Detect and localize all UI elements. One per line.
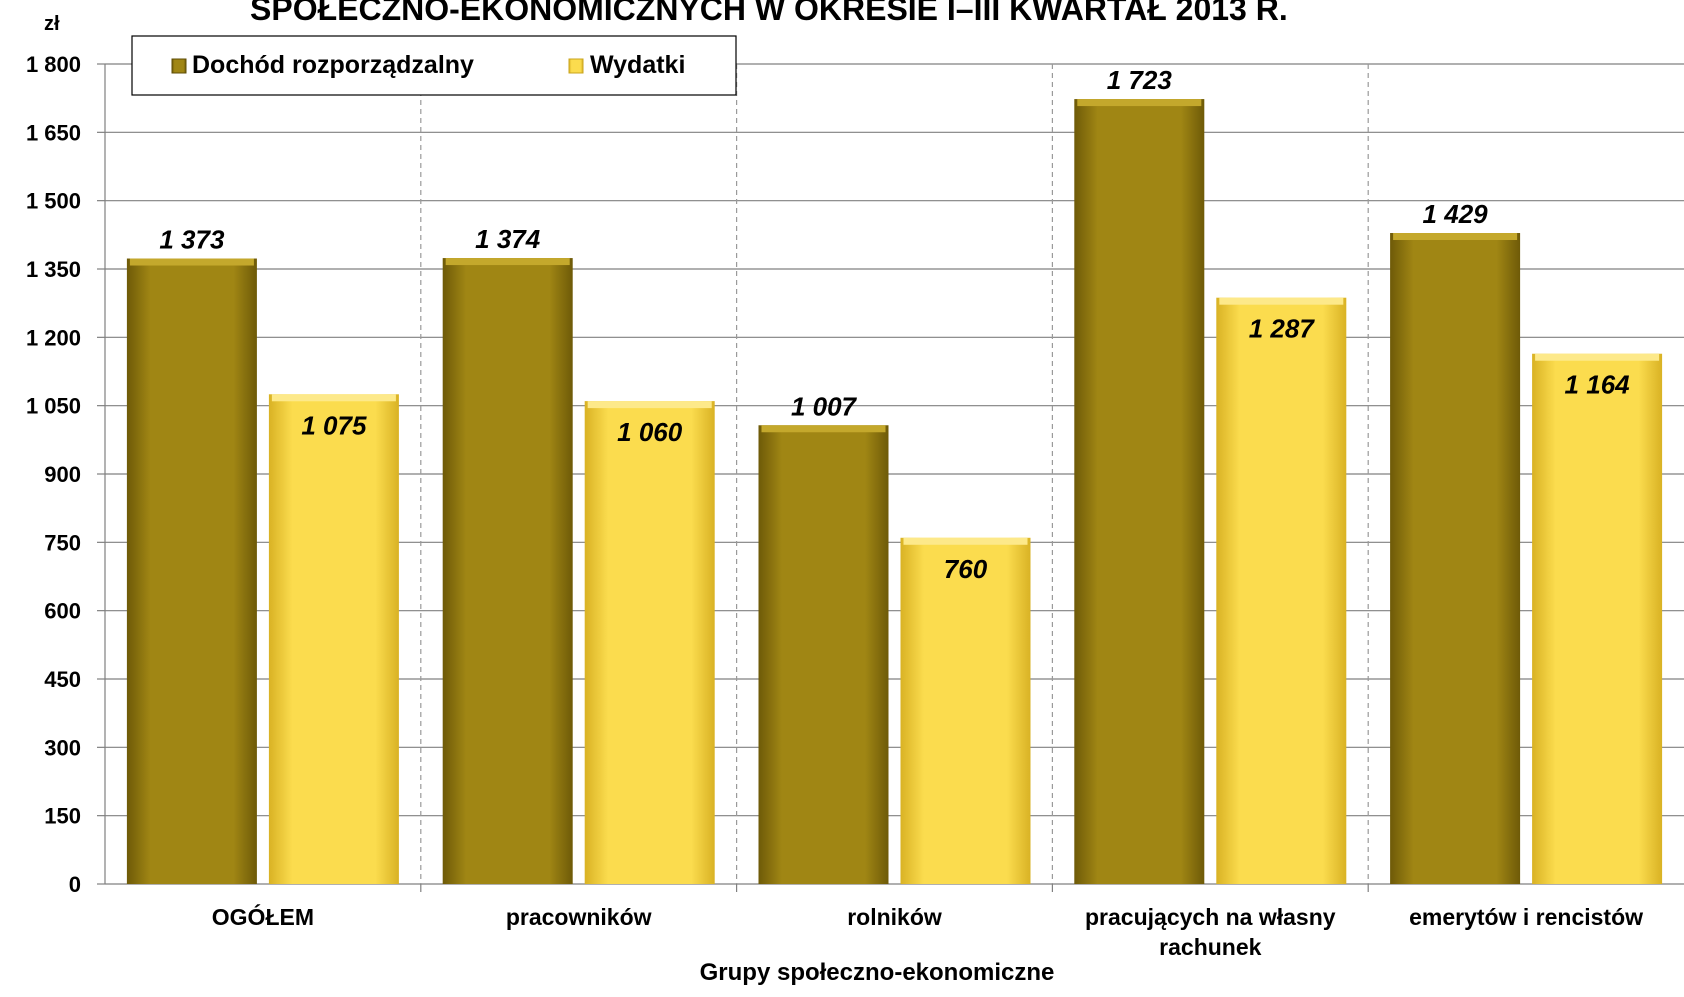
legend-swatch <box>568 58 584 74</box>
data-label: 1 287 <box>1249 314 1316 344</box>
x-tick-label: emerytów i rencistów <box>1409 904 1643 930</box>
bar-top-bevel <box>761 425 886 433</box>
bar-wydatki <box>900 537 1031 884</box>
value-labels: 1 373 1 374 1 007 1 723 1 429 1 075 1 060 760 1 … <box>159 65 1630 584</box>
y-tick-label: 1 650 <box>26 120 81 145</box>
bar-dochod <box>442 258 573 885</box>
bar-wydatki <box>268 394 399 884</box>
y-tick-label: 1 800 <box>26 52 81 77</box>
data-label: 1 374 <box>475 224 541 254</box>
bar-wydatki <box>584 401 715 884</box>
y-tick-label: 450 <box>44 667 81 692</box>
axes: 0 150 300 450 600 750 900 1 050 1 200 1 350 1 500 1… <box>26 52 1643 960</box>
bar-top-bevel <box>445 258 570 266</box>
x-tick-label: pracowników <box>506 904 652 930</box>
data-label: 1 723 <box>1107 65 1173 95</box>
legend: Dochód rozporządzalny Wydatki <box>131 35 737 96</box>
bars <box>126 99 1663 885</box>
bar-top-bevel <box>1535 353 1660 361</box>
data-label: 1 060 <box>617 417 683 447</box>
bar-dochod <box>126 258 257 884</box>
legend-swatch <box>171 58 187 74</box>
bar-top-bevel <box>1393 233 1518 241</box>
y-tick-label: 1 500 <box>26 189 81 214</box>
y-axis-unit-label: zł <box>44 13 60 35</box>
y-tick-label: 0 <box>69 872 81 897</box>
y-tick-label: 150 <box>44 804 81 829</box>
bar-top-bevel <box>1077 99 1202 107</box>
y-tick-label: 1 200 <box>26 325 81 350</box>
legend-label: Wydatki <box>590 51 685 79</box>
x-tick-label: pracujących na własny <box>1085 904 1336 930</box>
bar-wydatki <box>1532 353 1663 884</box>
data-label: 760 <box>944 554 988 584</box>
legend-box <box>131 35 737 96</box>
bar-top-bevel <box>903 537 1028 545</box>
data-label: 1 075 <box>301 410 367 440</box>
data-label: 1 429 <box>1423 199 1489 229</box>
bar-dochod <box>1390 233 1521 884</box>
data-label: 1 007 <box>791 391 858 421</box>
x-axis-title: Grupy społeczno-ekonomiczne <box>700 959 1055 986</box>
x-tick-label: rachunek <box>1159 934 1261 960</box>
y-tick-label: 600 <box>44 599 81 624</box>
y-tick-label: 900 <box>44 462 81 487</box>
bar-wydatki <box>1216 297 1347 884</box>
data-label: 1 373 <box>159 225 225 255</box>
bar-top-bevel <box>129 258 254 266</box>
bar-dochod <box>758 425 889 884</box>
y-tick-label: 1 050 <box>26 394 81 419</box>
y-tick-label: 300 <box>44 735 81 760</box>
data-label: 1 164 <box>1565 370 1631 400</box>
bar-top-bevel <box>1219 297 1344 305</box>
legend-label: Dochód rozporządzalny <box>192 51 474 79</box>
bar-dochod <box>1074 99 1205 885</box>
x-tick-label: OGÓŁEM <box>212 903 314 930</box>
x-tick-label: rolników <box>847 904 942 930</box>
y-tick-label: 1 350 <box>26 257 81 282</box>
bar-top-bevel <box>587 401 712 409</box>
y-tick-label: 750 <box>44 530 81 555</box>
chart-title: SPOŁECZNO-EKONOMICZNYCH W OKRESIE I–III … <box>250 0 1288 27</box>
bar-top-bevel <box>271 394 396 402</box>
